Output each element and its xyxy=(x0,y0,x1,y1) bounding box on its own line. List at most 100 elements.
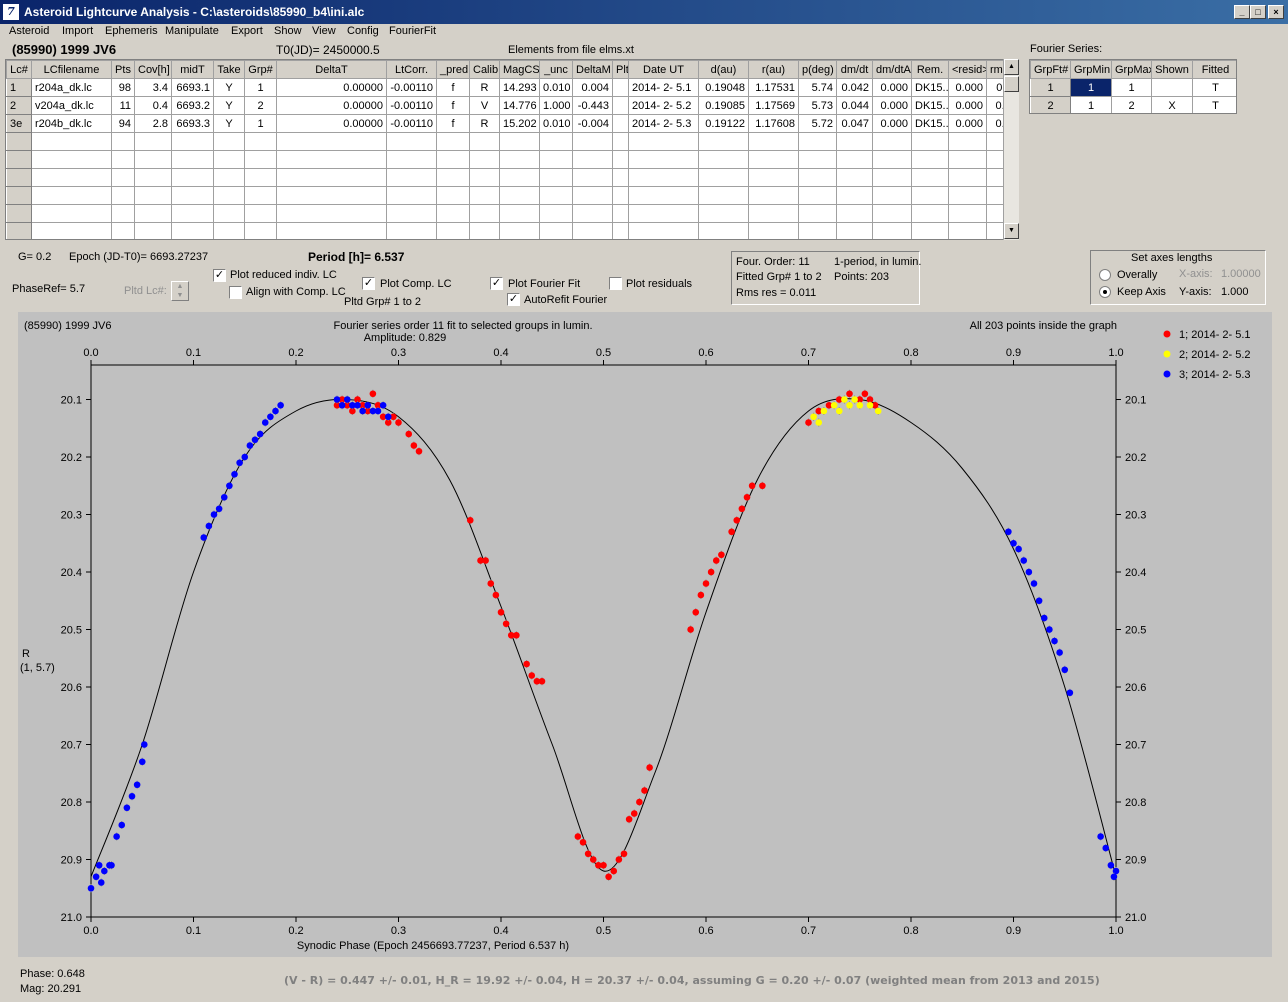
table-cell[interactable] xyxy=(31,204,112,223)
table-cell[interactable]: 1 xyxy=(1111,78,1152,97)
table-cell[interactable] xyxy=(798,186,837,205)
table-row[interactable] xyxy=(6,150,1004,169)
table-cell[interactable]: -0.00110 xyxy=(386,96,437,115)
table-cell[interactable] xyxy=(612,78,629,97)
table-cell[interactable] xyxy=(469,132,500,151)
table-cell[interactable] xyxy=(698,132,749,151)
table-cell[interactable] xyxy=(911,222,949,239)
table-cell[interactable] xyxy=(628,168,699,187)
table-cell[interactable] xyxy=(911,186,949,205)
table-cell[interactable] xyxy=(612,186,629,205)
table-row[interactable] xyxy=(6,168,1004,187)
table-cell[interactable] xyxy=(539,150,573,169)
table-cell[interactable] xyxy=(276,222,387,239)
table-cell[interactable]: 2014- 2- 5.3 xyxy=(628,114,699,133)
plot-comp-checkbox[interactable]: ✓ xyxy=(362,277,375,290)
table-cell[interactable] xyxy=(111,168,135,187)
lc-col-header[interactable]: Grp# xyxy=(244,60,277,79)
table-cell[interactable] xyxy=(698,204,749,223)
table-cell[interactable]: 15.202 xyxy=(499,114,540,133)
row-header[interactable] xyxy=(6,168,32,187)
table-cell[interactable]: 1 xyxy=(244,78,277,97)
row-header[interactable] xyxy=(6,204,32,223)
table-cell[interactable]: 2014- 2- 5.2 xyxy=(628,96,699,115)
table-cell[interactable] xyxy=(572,168,613,187)
table-cell[interactable]: 0.00000 xyxy=(276,114,387,133)
table-cell[interactable] xyxy=(244,222,277,239)
table-cell[interactable] xyxy=(469,150,500,169)
table-cell[interactable]: 2.8 xyxy=(134,114,172,133)
table-cell[interactable] xyxy=(748,222,799,239)
lc-col-header[interactable]: Plt xyxy=(612,60,629,79)
lc-col-header[interactable]: Cov[h] xyxy=(134,60,172,79)
table-cell[interactable]: f xyxy=(436,78,470,97)
menu-config[interactable]: Config xyxy=(347,25,379,37)
table-cell[interactable] xyxy=(628,150,699,169)
table-cell[interactable] xyxy=(276,204,387,223)
table-cell[interactable] xyxy=(911,150,949,169)
row-header[interactable] xyxy=(6,132,32,151)
table-cell[interactable] xyxy=(171,222,214,239)
align-comp-checkbox[interactable] xyxy=(229,286,242,299)
table-cell[interactable] xyxy=(386,186,437,205)
table-cell[interactable] xyxy=(436,222,470,239)
table-cell[interactable] xyxy=(948,222,987,239)
table-cell[interactable]: V xyxy=(469,96,500,115)
table-cell[interactable] xyxy=(213,204,245,223)
table-cell[interactable] xyxy=(539,186,573,205)
overally-radio[interactable] xyxy=(1099,269,1111,281)
table-cell[interactable] xyxy=(134,222,172,239)
table-cell[interactable] xyxy=(469,222,500,239)
x-axis-value[interactable]: 1.00000 xyxy=(1221,268,1261,280)
table-cell[interactable] xyxy=(436,186,470,205)
table-row[interactable] xyxy=(6,132,1004,151)
table-cell[interactable] xyxy=(612,204,629,223)
menu-fourierfit[interactable]: FourierFit xyxy=(389,25,437,37)
table-cell[interactable] xyxy=(111,150,135,169)
table-cell[interactable] xyxy=(386,132,437,151)
table-cell[interactable] xyxy=(748,186,799,205)
table-cell[interactable] xyxy=(748,132,799,151)
table-cell[interactable]: 0.19122 xyxy=(698,114,749,133)
table-cell[interactable] xyxy=(798,168,837,187)
table-cell[interactable]: 1.000 xyxy=(539,96,573,115)
table-cell[interactable] xyxy=(539,222,573,239)
table-cell[interactable] xyxy=(948,204,987,223)
table-cell[interactable] xyxy=(436,132,470,151)
table-cell[interactable] xyxy=(276,150,387,169)
keep-axis-radio[interactable] xyxy=(1099,286,1111,298)
table-cell[interactable]: 0.4 xyxy=(134,96,172,115)
table-cell[interactable] xyxy=(134,186,172,205)
lc-col-header[interactable]: Calib. xyxy=(469,60,500,79)
table-cell[interactable] xyxy=(911,204,949,223)
table-cell[interactable]: f xyxy=(436,114,470,133)
table-cell[interactable]: X xyxy=(1151,96,1193,113)
table-cell[interactable] xyxy=(872,186,912,205)
table-cell[interactable] xyxy=(111,132,135,151)
table-cell[interactable] xyxy=(836,150,873,169)
fourier-col-header[interactable]: Shown xyxy=(1151,60,1193,79)
table-cell[interactable]: 0.044 xyxy=(836,96,873,115)
table-cell[interactable] xyxy=(948,150,987,169)
table-cell[interactable] xyxy=(386,222,437,239)
table-cell[interactable] xyxy=(244,150,277,169)
lc-col-header[interactable]: Date UT xyxy=(628,60,699,79)
table-cell[interactable] xyxy=(698,186,749,205)
lc-col-header[interactable]: _pred. xyxy=(436,60,470,79)
table-cell[interactable] xyxy=(911,168,949,187)
table-cell[interactable] xyxy=(836,222,873,239)
table-cell[interactable]: 0.19085 xyxy=(698,96,749,115)
phase-ref[interactable]: PhaseRef= 5.7 xyxy=(12,283,86,295)
table-cell[interactable]: 5.73 xyxy=(798,96,837,115)
table-cell[interactable] xyxy=(213,168,245,187)
table-cell[interactable]: Y xyxy=(213,78,245,97)
row-header[interactable]: 3e xyxy=(6,114,32,133)
row-header[interactable]: 1 xyxy=(6,78,32,97)
table-cell[interactable] xyxy=(171,204,214,223)
table-cell[interactable] xyxy=(171,168,214,187)
table-cell[interactable] xyxy=(872,150,912,169)
table-cell[interactable] xyxy=(1151,78,1193,97)
table-cell[interactable] xyxy=(798,204,837,223)
table-cell[interactable]: DK15.. xyxy=(911,78,949,97)
